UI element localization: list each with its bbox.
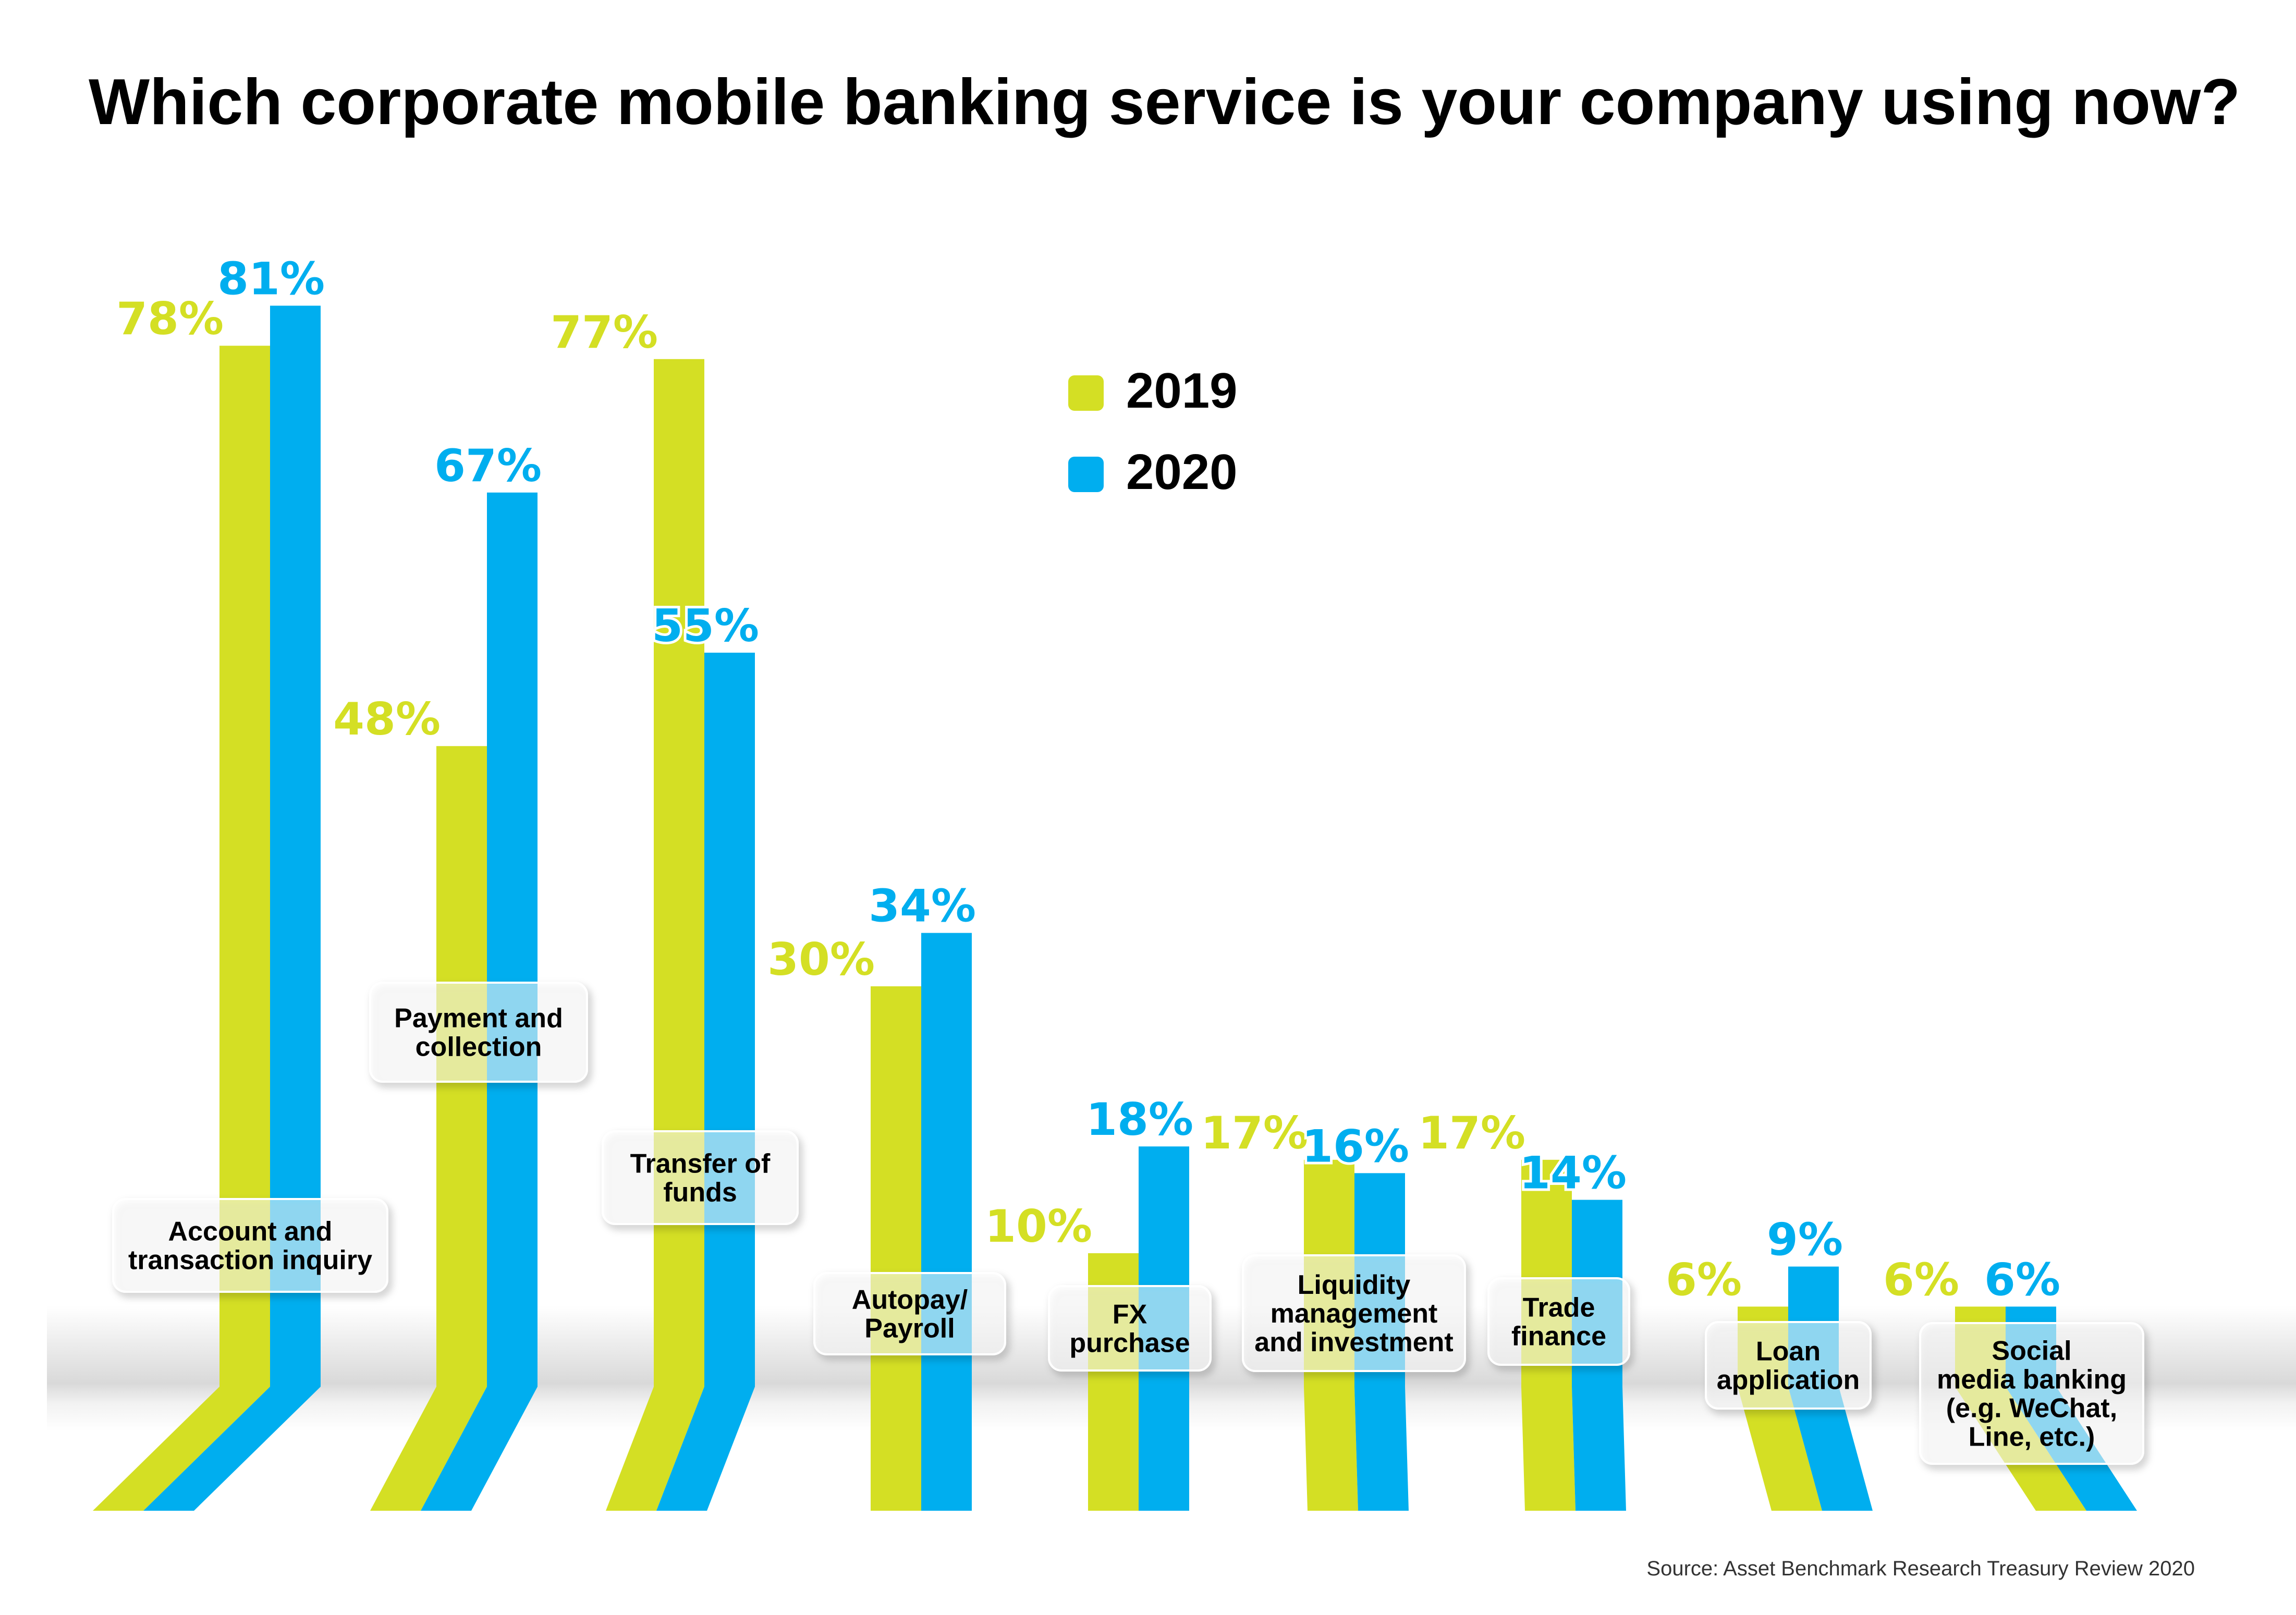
bar-shadow-2020 (421, 1387, 538, 1511)
category-label-box (1048, 1285, 1212, 1372)
value-label-2019: 78% (116, 293, 224, 345)
category-label-box (112, 1198, 388, 1293)
category-label: Loan application (1717, 1337, 1860, 1396)
bar-shadow-2020 (143, 1387, 321, 1511)
category-label: Trade finance (1511, 1293, 1606, 1352)
bar-shadow-2019 (370, 1387, 487, 1511)
bar-shadow-2020 (1572, 1387, 1626, 1511)
value-label-2020: 14% (1519, 1147, 1627, 1200)
value-label-2020: 18% (1086, 1094, 1193, 1146)
chart-title: Which corporate mobile banking service i… (89, 66, 2240, 138)
category-label: Account and transaction inquiry (128, 1217, 372, 1276)
category-label-box (1705, 1321, 1872, 1410)
category-label-box (1487, 1277, 1630, 1366)
legend-label-2020: 2020 (1126, 444, 1238, 500)
bar-2019 (654, 359, 704, 1387)
bar-shadow-2020 (1354, 1387, 1409, 1511)
bar-shadow-2019 (1521, 1387, 1576, 1511)
category-label-box (813, 1272, 1006, 1355)
bar-shadow-2019 (93, 1387, 270, 1511)
value-label-2019: 30% (767, 934, 875, 986)
bar-2020 (704, 653, 755, 1387)
category-label: Social media banking (e.g. WeChat, Line, et… (1937, 1336, 2127, 1452)
value-label-2020: 67% (434, 440, 542, 492)
bar-shadow-2019 (1088, 1387, 1139, 1511)
bar-shadow-2020 (1139, 1387, 1189, 1511)
value-label-2019: 77% (551, 307, 658, 359)
legend-swatch-2019 (1068, 375, 1104, 411)
legend-swatch-2020 (1068, 457, 1104, 492)
category-label-box (1242, 1254, 1466, 1372)
category-label: Transfer of funds (630, 1149, 771, 1208)
value-label-2019: 17% (1201, 1107, 1308, 1159)
bar-shadow-2020 (1788, 1387, 1873, 1511)
category-label: FX purchase (1069, 1300, 1190, 1359)
value-label-2019: 10% (985, 1201, 1092, 1253)
bar-shadow-2020 (656, 1387, 755, 1511)
category-label-box (369, 982, 588, 1083)
source-note: Source: Asset Benchmark Research Treasur… (1646, 1557, 2195, 1580)
legend-label-2019: 2019 (1126, 363, 1238, 419)
value-label-2019: 48% (333, 693, 441, 745)
bar-shadow-2019 (1738, 1387, 1822, 1511)
bar-2020 (487, 492, 538, 1387)
value-label-2020: 6% (1984, 1254, 2060, 1306)
bar-shadow-2019 (1304, 1387, 1358, 1511)
value-label-2020: 55% (652, 600, 759, 652)
category-label: Autopay/Payroll (852, 1285, 968, 1344)
value-label-2020: 9% (1767, 1214, 1843, 1266)
category-label: Payment and collection (394, 1004, 563, 1062)
category-label-box (602, 1130, 799, 1225)
bar-shadow-2020 (921, 1387, 972, 1511)
value-label-2020: 81% (217, 253, 325, 305)
category-label-box (1919, 1322, 2144, 1465)
category-label: Liquidity management and investment (1254, 1270, 1453, 1357)
value-label-2019: 6% (1883, 1254, 1959, 1306)
value-label-2019: 6% (1666, 1254, 1742, 1306)
value-label-2019: 17% (1418, 1107, 1525, 1159)
value-label-2020: 34% (869, 880, 976, 933)
bar-shadow-2019 (871, 1387, 921, 1511)
value-label-2020: 16% (1302, 1120, 1409, 1172)
bar-shadow-2019 (606, 1387, 704, 1511)
